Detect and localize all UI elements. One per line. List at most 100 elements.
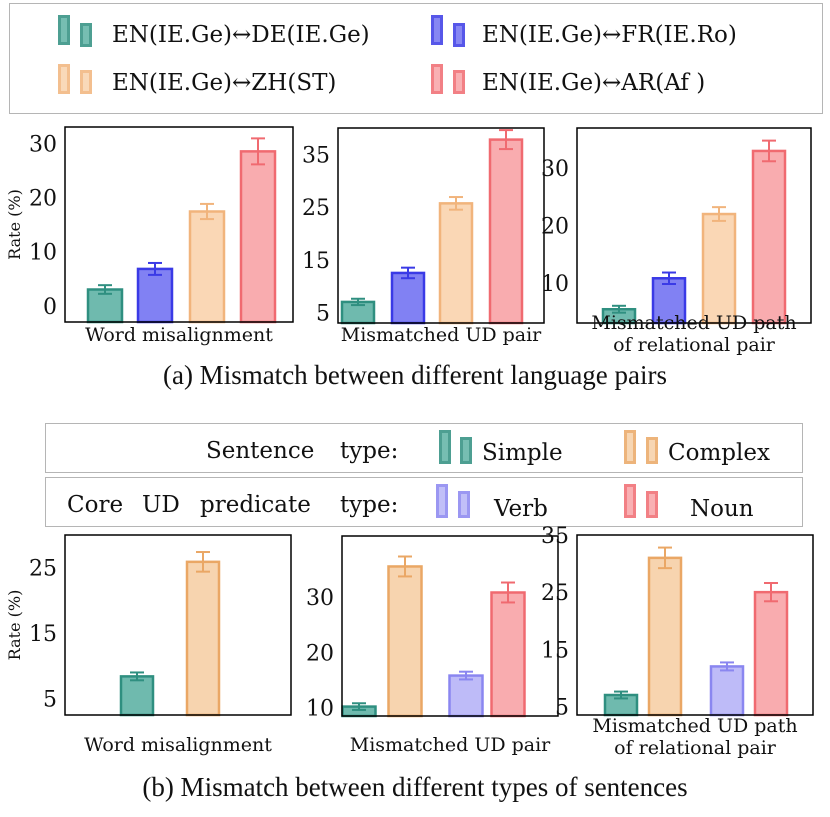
y-tick-label: 25 [302,196,330,221]
x-axis-label: Mismatched UD pair [341,324,542,346]
y-tick-label: 25 [541,581,569,606]
y-axis-label: Rate (%) [5,590,24,661]
y-axis-label: Rate (%) [5,189,24,260]
x-axis-label: Word misalignment [84,734,272,756]
y-tick-label: 10 [29,241,57,266]
x-axis-label: of relational pair [614,737,777,759]
legend-swatch-red-1 [431,64,443,94]
legend-swatch-blue-1 [431,15,443,45]
legend-swatch-teal-2 [80,23,92,47]
legend-b-type-label-2: type: [340,492,399,518]
legend-b-row-1: Sentence type: Simple Complex [45,423,803,473]
x-axis-label: Mismatched UD path [591,312,796,334]
bar-simple [119,675,155,717]
legend-item-complex: Complex [668,440,770,466]
legend-b-type-label: type: [340,438,399,464]
caption-a: (a) Mismatch between different language … [162,360,668,390]
y-tick-label: 0 [43,295,57,320]
bar-en-ie-ge-fr-ie-ro- [651,277,687,325]
legend-item-fr: EN(IE.Ge)↔FR(IE.Ro) [482,22,737,48]
legend-item-verb: Verb [494,496,548,522]
bar-noun [490,591,526,718]
y-tick-label: 15 [541,638,569,663]
bar-en-ie-ge-fr-ie-ro- [136,267,174,324]
legend-item-noun: Noun [690,496,754,522]
bar-verb [448,674,484,718]
plot-b1: 5 15 25 Word misalignment Rate (%) [5,534,292,756]
legend-swatch-verb-1 [436,484,448,518]
y-tick-label: 10 [541,272,569,297]
plot-frame [576,534,814,716]
y-tick-label: 20 [541,215,569,240]
legend-swatch-noun-2 [646,491,658,518]
caption-b: (b) Mismatch between different types of … [142,772,688,802]
x-axis-label: Word misalignment [85,324,273,346]
legend-b-ud-label: UD [142,492,180,518]
x-axis-label: of relational pair [613,334,776,356]
chart-b-word-misalignment: 5 15 25 Word misalignment Rate (%) [5,534,292,756]
legend-swatch-complex-1 [624,430,636,464]
bar-en-ie-ge-fr-ie-ro- [390,271,426,325]
bar-en-ie-ge-ar-af- [488,138,524,325]
y-tick-label: 15 [302,249,330,274]
legend-swatch-verb-2 [458,491,470,518]
legend-b-sentence-label: Sentence [206,438,315,464]
plot-a2: 5 15 25 35 Mismatched UD pair [302,127,545,346]
chart-a-word-misalignment: 0 10 20 30 Word misalignment Rate (%) [5,126,294,346]
y-tick-label: 15 [29,622,57,647]
plot-frame [337,127,545,324]
legend-item-zh: EN(IE.Ge)↔ZH(ST) [112,70,337,96]
bar-complex [185,560,221,717]
legend-b-core-label: Core [67,492,124,518]
x-axis-label: Mismatched UD pair [350,734,551,756]
bar-verb [709,665,745,717]
plot-frame [576,127,812,324]
legend-swatch-peach-1 [58,64,70,94]
y-tick-label: 5 [43,688,57,713]
plot-frame [64,534,292,716]
bar-noun [753,590,789,717]
legend-swatch-complex-2 [646,437,658,464]
plot-frame [64,126,294,323]
legend-b-predicate-label: predicate [200,492,311,518]
legend-a: EN(IE.Ge)↔DE(IE.Ge) EN(IE.Ge)↔FR(IE.Ro) … [9,3,823,114]
bar-en-ie-ge-zh-st- [438,202,474,325]
x-axis-label: Mismatched UD path [592,715,797,737]
y-tick-label: 20 [306,641,334,666]
legend-item-ar: EN(IE.Ge)↔AR(Af ) [482,70,706,96]
y-tick-label: 30 [306,586,334,611]
y-tick-label: 30 [29,132,57,157]
y-tick-label: 20 [29,186,57,211]
y-tick-label: 30 [541,157,569,182]
chart-b-mismatched-ud-pair: 10 20 30 Mismatched UD pair [306,535,559,756]
legend-swatch-simple-1 [439,430,451,464]
legend-swatch-simple-2 [460,437,472,464]
bar-en-ie-ge-ar-af- [239,150,277,324]
bar-complex [387,565,423,718]
legend-swatch-red-2 [453,70,465,94]
legend-swatch-peach-2 [80,70,92,94]
bar-complex [647,556,683,717]
legend-swatch-blue-2 [453,23,465,47]
y-tick-label: 35 [541,524,569,549]
y-tick-label: 5 [555,695,569,720]
y-tick-label: 5 [316,301,330,326]
plot-b2: 10 20 30 Mismatched UD pair [306,535,559,756]
legend-b-row-2: Core UD predicate type: Verb Noun [45,477,803,527]
bar-en-ie-ge-zh-st- [701,212,737,325]
bar-en-ie-ge-zh-st- [188,210,226,324]
bar-en-ie-ge-ar-af- [751,149,787,325]
plot-a1: 0 10 20 30 Word misalignment Rate (%) [5,126,294,346]
legend-item-simple: Simple [482,440,563,466]
y-tick-label: 10 [306,697,334,722]
y-tick-label: 35 [302,143,330,168]
legend-swatch-noun-1 [624,484,636,518]
plot-frame [341,535,559,717]
legend-item-de: EN(IE.Ge)↔DE(IE.Ge) [112,22,370,48]
y-tick-label: 25 [29,557,57,582]
chart-a-mismatched-ud-pair: 5 15 25 35 Mismatched UD pair [302,127,545,346]
